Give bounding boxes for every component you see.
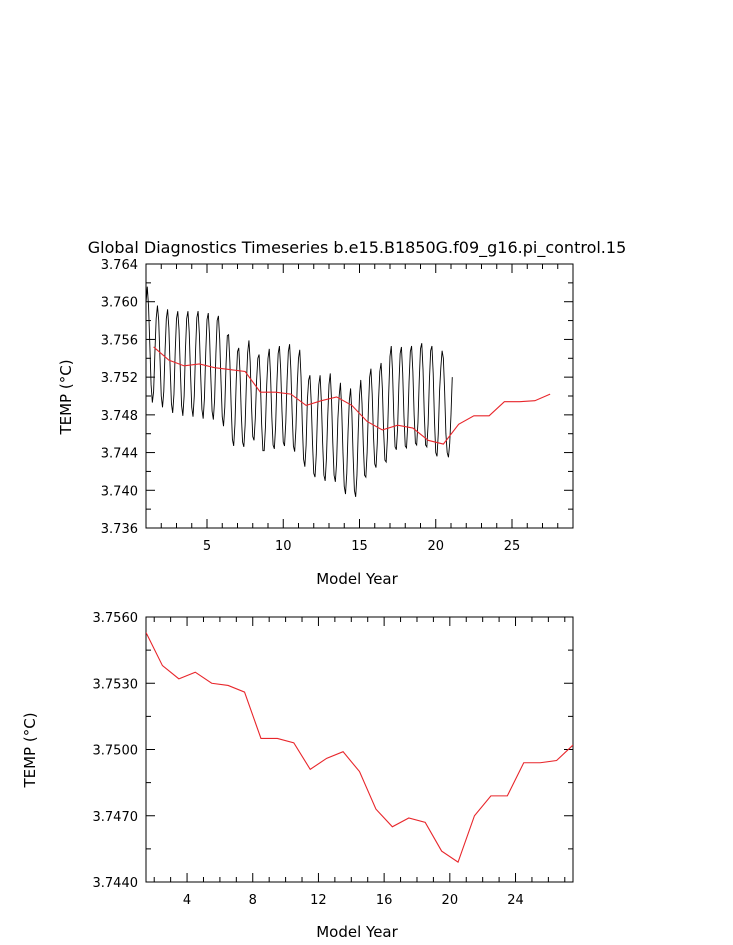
y-tick-label: 3.740 — [101, 484, 138, 499]
y-tick-label: 3.744 — [101, 447, 138, 462]
y-tick-label: 3.752 — [101, 371, 138, 386]
x-tick-label: 15 — [351, 539, 368, 554]
x-tick-label: 8 — [249, 893, 257, 908]
y-tick-label: 3.756 — [101, 333, 138, 348]
x-tick-label: 4 — [183, 893, 191, 908]
y-tick-label: 3.736 — [101, 522, 138, 537]
timeseries-chart-annual: Model Year TEMP (°C) 4 8 12 16 20 24 3.7440 3.7… — [21, 611, 574, 941]
x-axis-label: Model Year — [316, 923, 398, 941]
y-tick-label: 3.760 — [101, 296, 138, 311]
y-tick-label: 3.7500 — [93, 744, 139, 759]
x-tick-label: 5 — [203, 539, 211, 554]
y-tick-label: 3.748 — [101, 409, 138, 424]
x-tick-label: 24 — [507, 893, 524, 908]
series-line-annual — [153, 346, 551, 445]
x-tick-label: 16 — [376, 893, 393, 908]
x-tick-label: 25 — [504, 539, 521, 554]
y-tick-label: 3.7530 — [93, 677, 139, 692]
y-axis-label: TEMP (°C) — [21, 712, 39, 788]
timeseries-chart-monthly-annual: Global Diagnostics Timeseries b.e15.B185… — [57, 238, 626, 588]
x-tick-label: 12 — [310, 893, 327, 908]
x-tick-label: 20 — [442, 893, 459, 908]
y-axis-label: TEMP (°C) — [57, 359, 75, 435]
y-tick-label: 3.764 — [101, 258, 138, 273]
chart-title: Global Diagnostics Timeseries b.e15.B185… — [88, 238, 627, 258]
x-tick-label: 20 — [427, 539, 444, 554]
series-line-annual — [146, 632, 573, 863]
x-tick-label: 10 — [275, 539, 292, 554]
y-tick-label: 3.7470 — [93, 810, 139, 825]
y-tick-label: 3.7560 — [93, 611, 139, 626]
series-line-monthly — [146, 286, 453, 497]
x-axis-label: Model Year — [316, 570, 398, 588]
y-tick-label: 3.7440 — [93, 876, 139, 891]
plot-frame — [145, 616, 574, 883]
